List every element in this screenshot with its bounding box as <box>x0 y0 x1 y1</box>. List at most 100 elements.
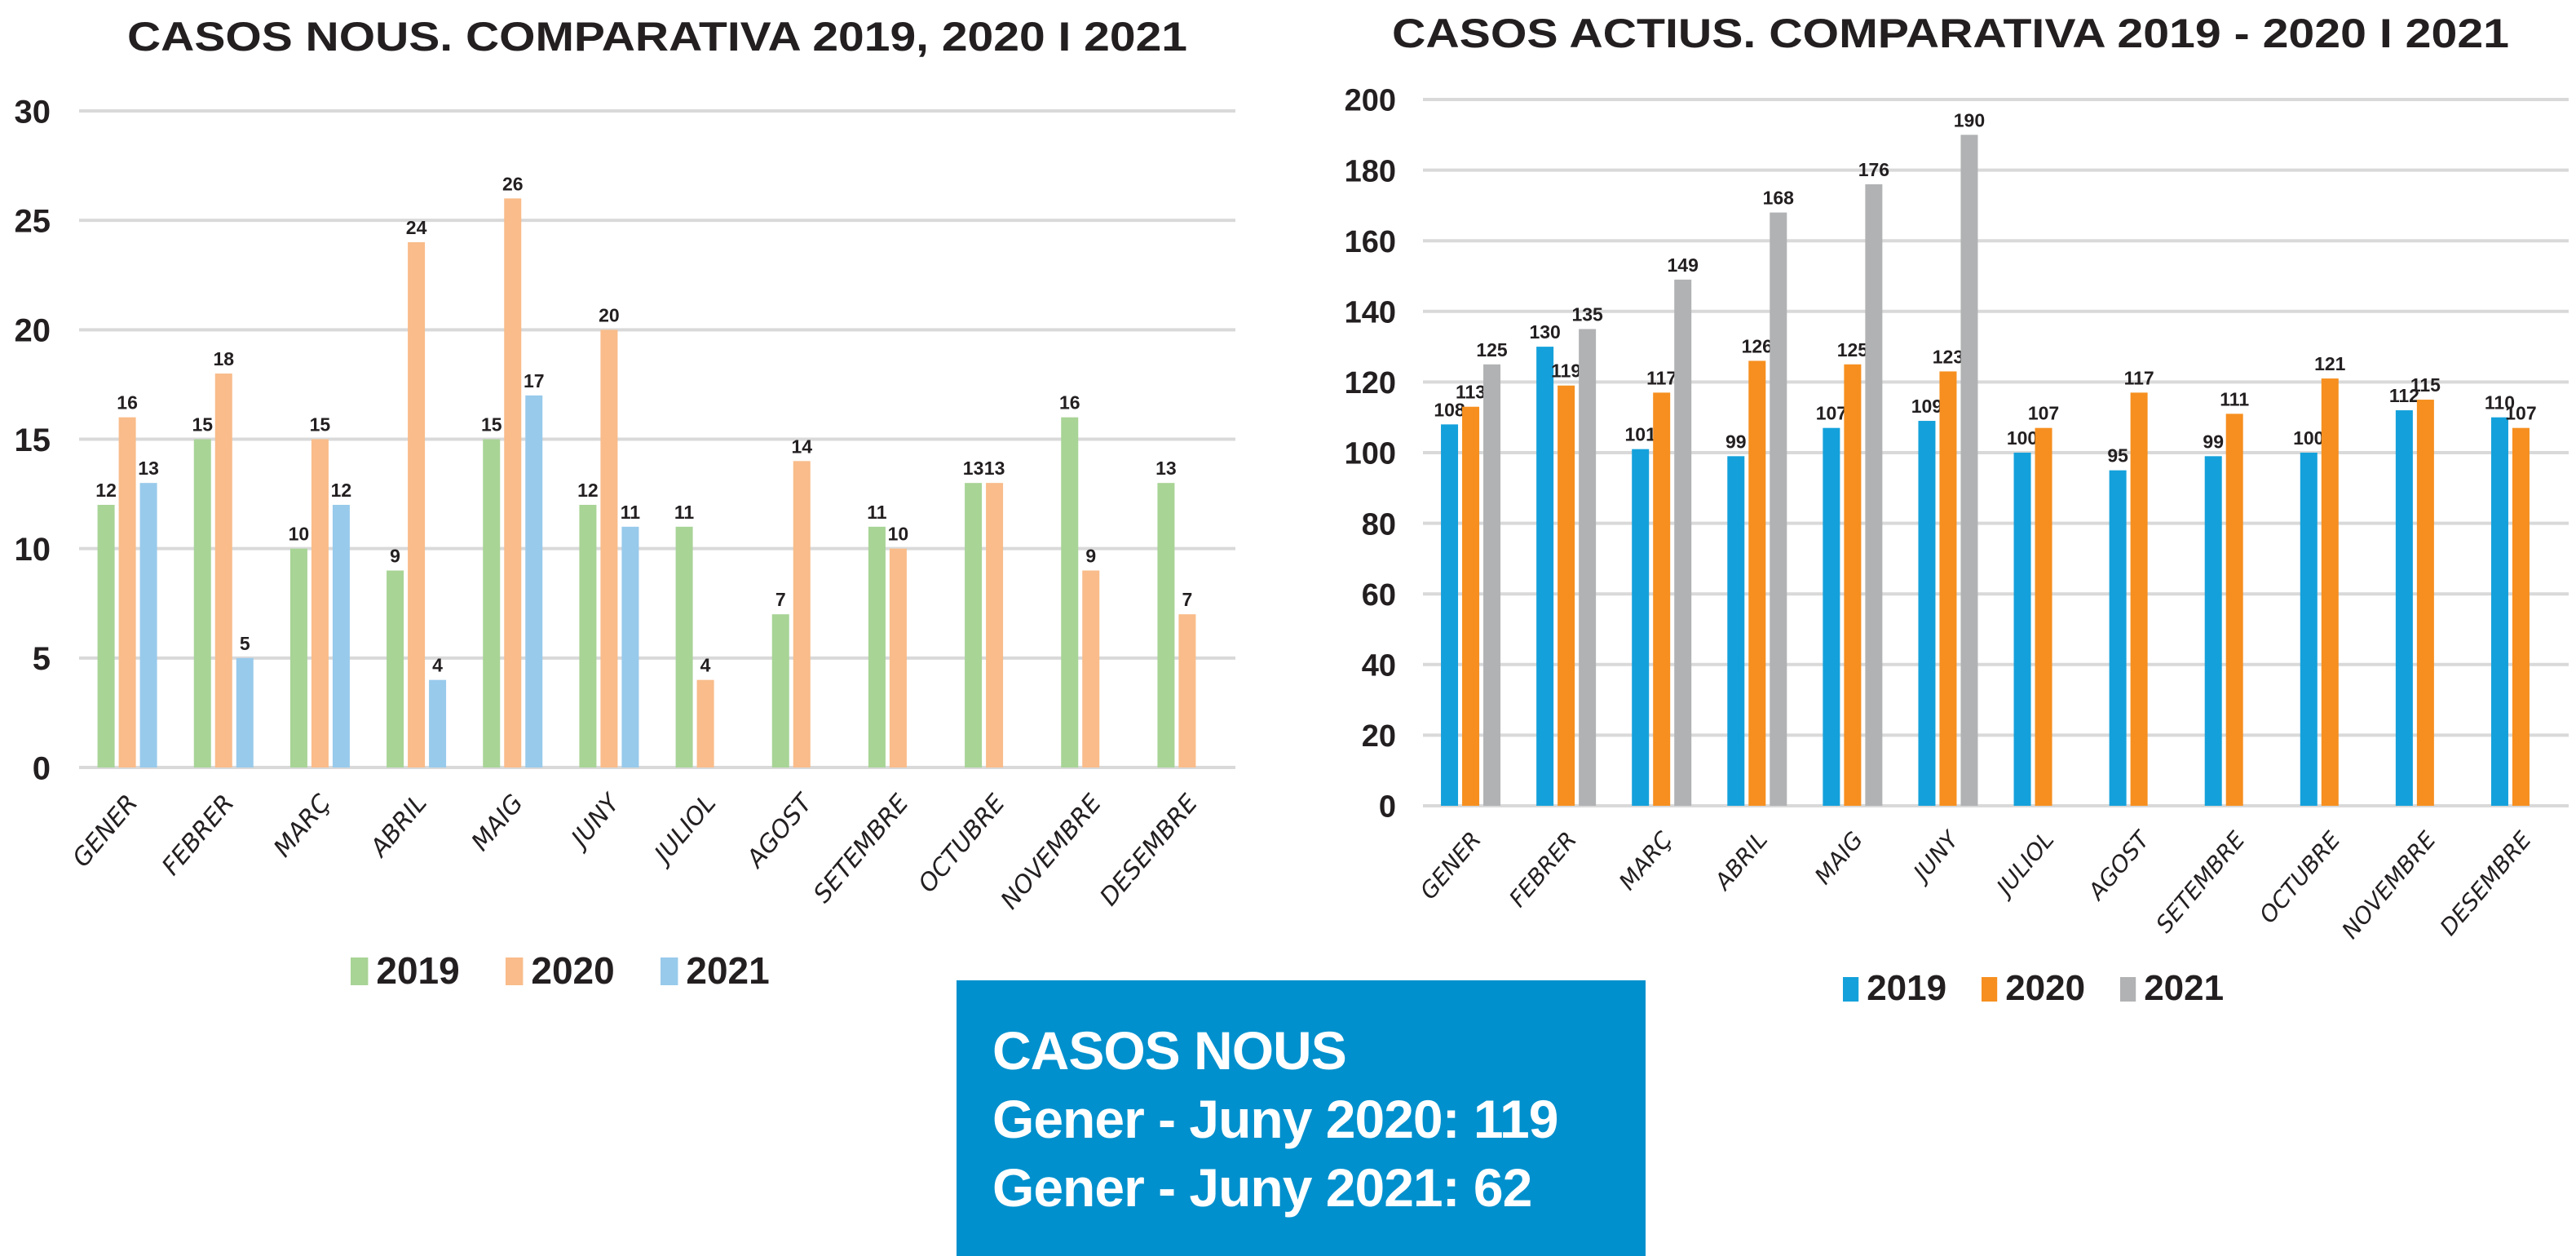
bar-2020-octubre <box>986 483 1004 767</box>
y-tick-label: 60 <box>1362 578 1396 613</box>
bar-2020-juny <box>1939 371 1957 806</box>
info-box-heading: CASOS NOUS <box>992 1020 1347 1081</box>
legend-swatch-2020 <box>506 957 524 985</box>
x-tick-label: NOVEMBRE <box>2336 826 2441 944</box>
bar-2019-agost <box>771 614 789 767</box>
legend-swatch-2021 <box>2120 977 2136 1002</box>
data-label: 135 <box>1571 303 1603 325</box>
data-label: 95 <box>2107 445 2128 467</box>
data-label: 26 <box>502 173 524 194</box>
x-tick-label: GENER <box>67 789 144 873</box>
chart-casos-nous: CASOS NOUS. COMPARATIVA 2019, 2020 I 202… <box>15 14 1235 992</box>
data-label: 125 <box>1837 339 1869 360</box>
y-tick-label: 15 <box>15 422 51 458</box>
data-label: 12 <box>331 480 352 501</box>
data-label: 126 <box>1742 335 1773 356</box>
bar-2021-abril <box>429 679 447 767</box>
x-tick-label: JUNY <box>1906 825 1965 889</box>
bar-2020-desembre <box>1178 614 1196 767</box>
bar-2019-juliol <box>675 526 693 767</box>
bar-2019-desembre <box>2490 417 2508 806</box>
legend-swatch-2019 <box>351 957 369 985</box>
bar-2019-setembre <box>2204 456 2222 806</box>
data-label: 115 <box>2410 374 2441 396</box>
y-tick-label: 100 <box>1345 437 1396 471</box>
x-tick-label: JUNY <box>563 788 627 856</box>
bar-2020-març <box>1653 392 1671 806</box>
data-label: 123 <box>1933 346 1964 367</box>
bar-2020-juny <box>600 329 618 767</box>
data-label: 109 <box>1911 396 1942 417</box>
data-label: 16 <box>1059 392 1080 414</box>
bar-2019-octubre <box>965 483 983 767</box>
bar-2020-desembre <box>2512 427 2530 806</box>
data-label: 113 <box>1456 382 1486 403</box>
bar-2019-juny <box>579 505 597 767</box>
data-label: 117 <box>1646 367 1677 388</box>
data-label: 17 <box>524 370 545 391</box>
bar-2020-agost <box>2130 392 2148 806</box>
y-tick-label: 200 <box>1345 84 1396 118</box>
data-label: 130 <box>1529 321 1560 343</box>
legend-label: 2021 <box>2144 968 2224 1008</box>
data-label: 15 <box>310 414 331 436</box>
data-label: 7 <box>1182 589 1193 610</box>
x-tick-label: GENER <box>1415 826 1487 904</box>
bar-2019-novembre <box>2395 410 2413 806</box>
data-label: 7 <box>775 589 786 610</box>
y-tick-label: 10 <box>15 532 51 568</box>
bar-2021-maig <box>525 395 543 767</box>
bar-2020-abril <box>1748 360 1766 806</box>
data-label: 18 <box>213 348 234 369</box>
bar-2019-gener <box>1441 424 1459 806</box>
bar-2020-novembre <box>1082 570 1100 767</box>
info-box-line-2021: Gener - Juny 2021: 62 <box>992 1157 1532 1218</box>
data-label: 9 <box>1085 546 1096 567</box>
data-label: 99 <box>2203 431 2224 452</box>
data-label: 176 <box>1858 159 1889 180</box>
y-tick-label: 30 <box>15 94 51 130</box>
data-label: 108 <box>1434 399 1465 420</box>
y-tick-label: 40 <box>1362 648 1396 683</box>
legend-swatch-2019 <box>1843 977 1859 1002</box>
chart-title: CASOS NOUS. COMPARATIVA 2019, 2020 I 202… <box>127 14 1187 60</box>
bar-2019-gener <box>97 505 115 767</box>
bar-2019-agost <box>2109 470 2127 806</box>
data-label: 11 <box>674 502 695 523</box>
bar-2021-maig <box>1865 184 1883 807</box>
bar-2021-gener <box>139 483 157 767</box>
x-tick-label: AGOST <box>2082 825 2156 906</box>
data-label: 11 <box>621 502 641 523</box>
chart-title: CASOS ACTIUS. COMPARATIVA 2019 - 2020 I … <box>1392 11 2509 56</box>
x-tick-label: ABRIL <box>364 789 432 864</box>
data-label: 190 <box>1954 109 1985 130</box>
bar-2020-setembre <box>889 548 907 767</box>
data-label: 149 <box>1668 254 1699 276</box>
legend-label: 2019 <box>1867 968 1946 1008</box>
bar-2019-novembre <box>1061 417 1079 767</box>
y-tick-label: 25 <box>15 204 51 240</box>
bar-2021-març <box>332 505 350 767</box>
data-label: 100 <box>2007 427 2038 449</box>
bar-2020-gener <box>1462 406 1480 806</box>
x-tick-label: MARÇ <box>1614 826 1677 896</box>
data-label: 12 <box>577 480 599 501</box>
y-tick-label: 20 <box>15 313 51 349</box>
y-tick-label: 120 <box>1345 366 1396 400</box>
data-label: 15 <box>481 414 502 436</box>
data-label: 16 <box>117 392 138 414</box>
data-label: 110 <box>2485 392 2515 414</box>
data-label: 119 <box>1551 360 1581 382</box>
bar-2021-febrer <box>1579 329 1597 806</box>
data-label: 107 <box>1816 403 1847 424</box>
info-box-casos-nous: CASOS NOUS Gener - Juny 2020: 119 Gener … <box>957 980 1646 1256</box>
x-tick-label: DESEMBRE <box>1094 789 1204 912</box>
bar-2019-abril <box>387 570 404 767</box>
y-tick-label: 0 <box>33 750 51 786</box>
chart-casos-actius: CASOS ACTIUS. COMPARATIVA 2019 - 2020 I … <box>1345 11 2569 1008</box>
data-label: 111 <box>2220 388 2249 409</box>
bar-2020-maig <box>504 198 522 768</box>
y-tick-label: 0 <box>1379 790 1396 825</box>
bar-2020-maig <box>1844 364 1862 806</box>
bar-2020-febrer <box>1558 385 1575 807</box>
